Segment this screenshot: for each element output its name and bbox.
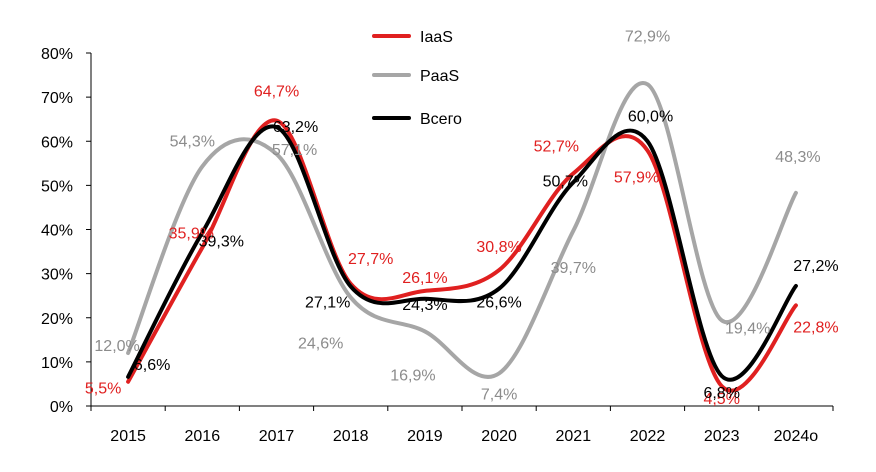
data-label-total: 27,2% <box>793 258 838 275</box>
legend: IaaS PaaS Всего <box>372 29 462 128</box>
legend-label: IaaS <box>420 29 453 46</box>
y-tick-label: 60% <box>41 134 73 151</box>
data-label-paas: 24,6% <box>298 335 343 352</box>
data-label-total: 60,0% <box>628 108 673 125</box>
data-label-total: 6,8% <box>703 385 739 402</box>
legend-item-paas: PaaS <box>372 68 459 85</box>
data-label-iaas: 64,7% <box>254 84 299 101</box>
x-tick-label: 2022 <box>630 428 666 445</box>
x-tick-label: 2015 <box>110 428 146 445</box>
data-label-iaas: 35,9% <box>169 226 214 243</box>
y-tick-label: 40% <box>41 223 73 240</box>
legend-label: Всего <box>420 111 462 128</box>
x-tick-label: 2021 <box>556 428 592 445</box>
series-line-total <box>126 124 798 382</box>
data-label-paas: 7,4% <box>481 386 517 403</box>
x-tick-label: 2020 <box>481 428 517 445</box>
x-tick-label: 2018 <box>333 428 369 445</box>
x-tick-label: 2024о <box>774 428 819 445</box>
legend-item-total: Всего <box>372 111 462 128</box>
data-label-iaas: 22,8% <box>793 319 838 336</box>
data-label-total: 6,6% <box>134 357 170 374</box>
data-label-paas: 12,0% <box>94 338 139 355</box>
data-label-total: 27,1% <box>305 294 350 311</box>
y-tick-label: 70% <box>41 90 73 107</box>
data-label-iaas: 57,9% <box>614 170 659 187</box>
data-label-paas: 48,3% <box>775 149 820 166</box>
y-tick-label: 80% <box>41 46 73 63</box>
x-tick-label: 2023 <box>704 428 740 445</box>
axes: 0% 10% 20% 30% 40% 50% 60% 70% 80% 2015 2016 2017 20… <box>41 46 834 445</box>
y-tick-label: 0% <box>50 399 73 416</box>
y-tick-label: 20% <box>41 311 73 328</box>
data-label-total: 39,3% <box>199 234 244 251</box>
data-label-total: 26,6% <box>476 295 521 312</box>
x-tick-label: 2019 <box>407 428 443 445</box>
data-label-total: 50,7% <box>543 173 588 190</box>
data-label-paas: 16,9% <box>390 367 435 384</box>
data-label-iaas: 5,5% <box>85 381 121 398</box>
data-labels: 5,5% 35,9% 64,7% 27,7% 26,1% 30,8% 52,7% 57,9% 4… <box>85 28 839 408</box>
data-label-paas: 39,7% <box>551 260 596 277</box>
data-label-paas: 72,9% <box>625 28 670 45</box>
x-tick-label: 2017 <box>259 428 295 445</box>
data-label-paas: 54,3% <box>170 133 215 150</box>
data-label-total: 63,2% <box>273 119 318 136</box>
data-label-iaas: 4,5% <box>703 391 739 408</box>
series-line-iaas <box>126 118 798 393</box>
series-layer <box>126 81 798 393</box>
data-label-iaas: 27,7% <box>348 251 393 268</box>
y-tick-label: 30% <box>41 267 73 284</box>
legend-label: PaaS <box>420 68 459 85</box>
x-tick-label: 2016 <box>185 428 221 445</box>
data-label-paas: 57,1% <box>272 142 317 159</box>
data-label-total: 24,3% <box>402 297 447 314</box>
series-line-paas <box>126 81 798 379</box>
data-label-iaas: 52,7% <box>534 138 579 155</box>
data-label-paas: 19,4% <box>725 320 770 337</box>
data-label-iaas: 26,1% <box>402 270 447 287</box>
legend-item-iaas: IaaS <box>372 29 453 46</box>
y-tick-label: 50% <box>41 178 73 195</box>
data-label-iaas: 30,8% <box>476 239 521 256</box>
y-tick-label: 10% <box>41 355 73 372</box>
